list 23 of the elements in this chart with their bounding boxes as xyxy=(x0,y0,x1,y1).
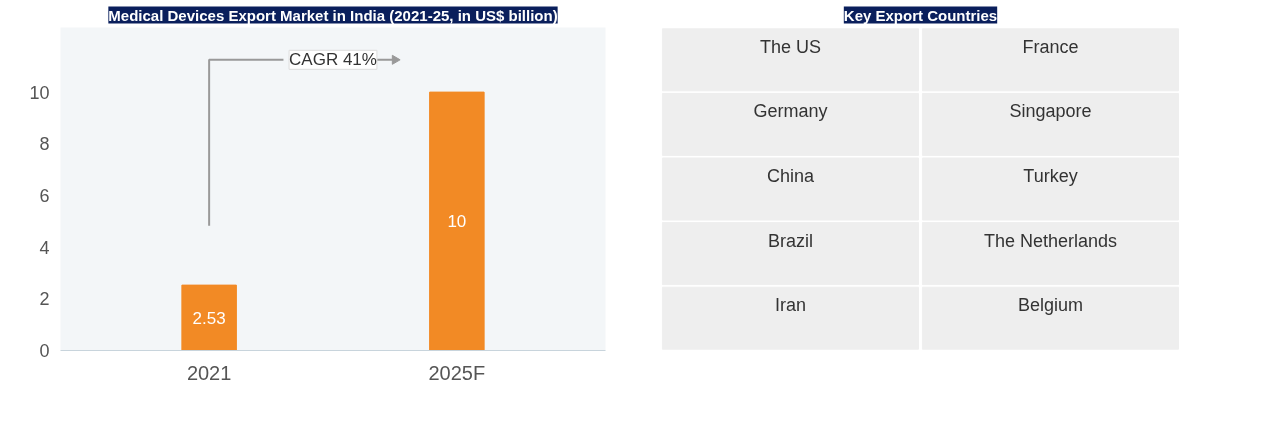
text: Key Export Countries xyxy=(843,6,998,24)
text: The Netherlands xyxy=(983,230,1118,251)
data-label: 2.53 xyxy=(192,308,226,328)
text: Belgium xyxy=(1017,295,1084,316)
text: Turkey xyxy=(1023,166,1078,187)
x-tick-label: 2021 xyxy=(186,361,232,384)
x-tick-label: 2025F xyxy=(428,361,486,384)
text: The US xyxy=(759,36,822,57)
text: Singapore xyxy=(1009,101,1092,122)
data-label: 10 xyxy=(447,212,467,232)
y-tick-label: 2 xyxy=(39,289,50,310)
annotation: CAGR 41% xyxy=(289,50,377,70)
text: Iran xyxy=(774,295,807,316)
y-tick-label: 6 xyxy=(39,185,50,206)
y-tick-label: 4 xyxy=(39,237,50,258)
text: Brazil xyxy=(768,230,814,251)
y-tick-label: 8 xyxy=(39,134,50,155)
chart-title: Medical Devices Export Market in India (2021-25, in US$ billion) xyxy=(108,6,558,24)
text: China xyxy=(766,166,815,187)
y-tick-label: 10 xyxy=(29,82,50,103)
text: France xyxy=(1022,36,1079,57)
y-tick-label: 0 xyxy=(39,341,50,361)
text: Germany xyxy=(753,101,828,122)
